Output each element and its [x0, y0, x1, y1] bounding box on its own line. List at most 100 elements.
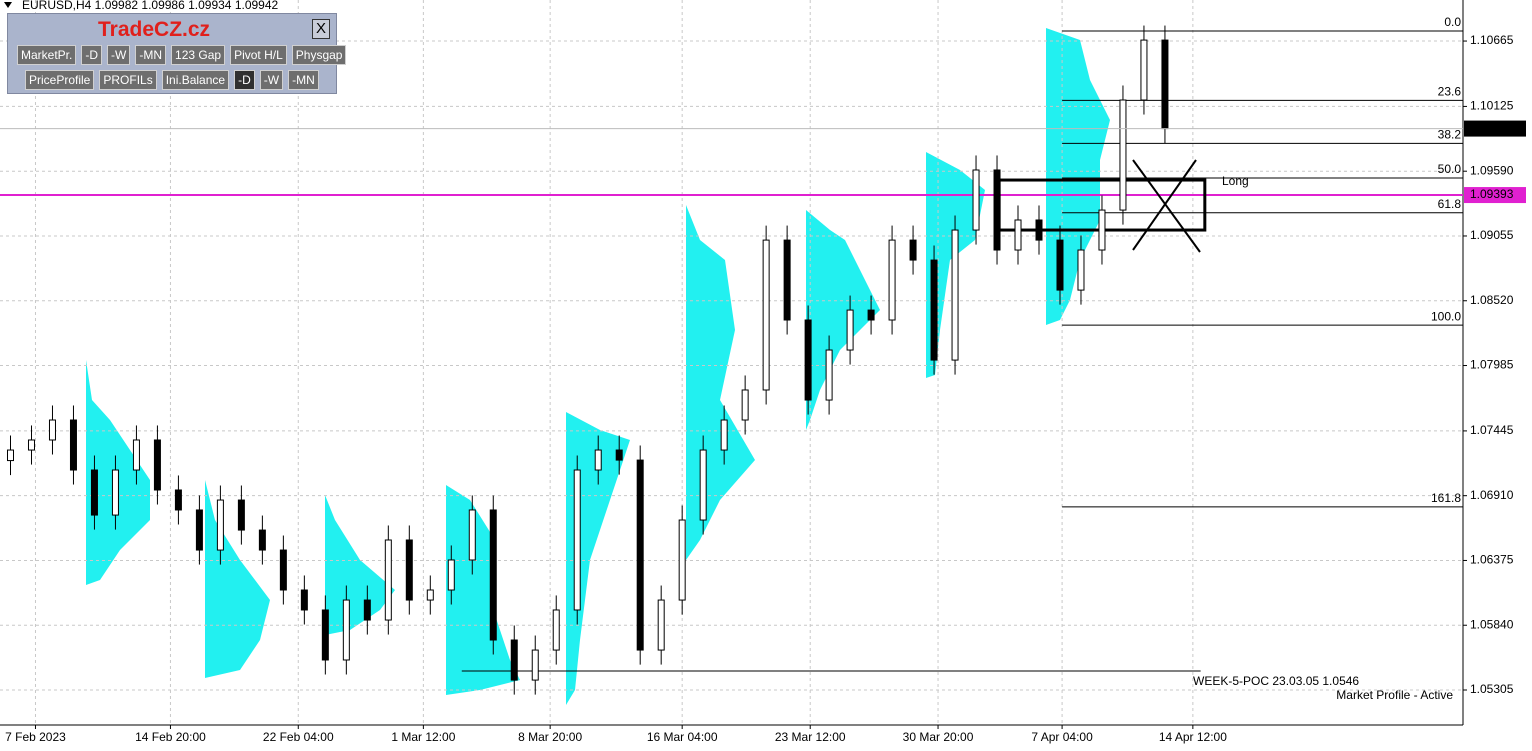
close-button[interactable]: X — [312, 19, 330, 39]
panel-button[interactable]: 123 Gap — [171, 45, 226, 65]
market-profile — [86, 28, 1110, 705]
x-tick-label: 7 Apr 04:00 — [1031, 730, 1093, 744]
candle-body — [1077, 249, 1085, 291]
x-tick-label: 30 Mar 20:00 — [903, 730, 974, 744]
candle-body — [531, 649, 539, 681]
candle-body — [552, 609, 560, 651]
candle-body — [342, 599, 350, 661]
candle-body — [636, 459, 644, 651]
y-tick-label: 1.09055 — [1470, 228, 1514, 242]
panel-button[interactable]: -W — [107, 45, 131, 65]
candle-body — [27, 439, 35, 451]
candle-body — [237, 499, 245, 531]
button-row: MarketPr. -D -W -MN 123 Gap Pivot H/L Physgap — [17, 45, 347, 65]
candle-body — [1056, 239, 1064, 291]
fib-label: 100.0 — [1431, 309, 1461, 323]
x-tick-label: 14 Feb 20:00 — [135, 730, 206, 744]
button-row: PriceProfile PROFILs Ini.Balance -D -W -MN — [25, 70, 319, 90]
candle-body — [657, 599, 665, 651]
price-tag — [1464, 120, 1526, 137]
candle-body — [1014, 219, 1022, 251]
price-tag — [1464, 187, 1526, 204]
level-label: Long — [1222, 174, 1249, 188]
y-tick-label: 1.06910 — [1470, 488, 1514, 502]
panel-button[interactable]: Physgap — [291, 45, 347, 65]
candle-body — [69, 419, 77, 471]
y-tick-label: 1.05305 — [1470, 682, 1514, 696]
x-tick-label: 14 Apr 12:00 — [1159, 730, 1227, 744]
panel-button[interactable]: -MN — [135, 45, 167, 65]
candle-body — [888, 239, 896, 321]
candle-body — [258, 529, 266, 551]
price-tag-label: 1.09393 — [1470, 187, 1514, 201]
candle-body — [279, 549, 287, 591]
x-tick-label: 7 Feb 2023 — [5, 730, 66, 744]
candle-body — [741, 389, 749, 421]
candle-body — [1140, 39, 1148, 101]
y-tick-label: 1.08520 — [1470, 293, 1514, 307]
candle-body — [6, 449, 14, 462]
panel-title: TradeCZ.cz — [98, 18, 211, 41]
candle-body — [867, 309, 875, 321]
y-tick-label: 1.06375 — [1470, 553, 1514, 567]
candle-body — [300, 589, 308, 611]
y-tick-label: 1.10125 — [1470, 99, 1514, 113]
y-tick-label: 1.09590 — [1470, 163, 1514, 177]
panel-button[interactable]: MarketPr. — [17, 45, 77, 65]
fib-label: 0.0 — [1444, 15, 1461, 29]
candle-body — [699, 449, 707, 521]
candle-body — [825, 349, 833, 401]
candle-body — [216, 499, 224, 551]
candle-body — [468, 509, 476, 561]
price-tag-label: 1.09942 — [1470, 121, 1514, 135]
candle-body — [720, 419, 728, 451]
x-tick-label: 1 Mar 12:00 — [391, 730, 455, 744]
candle-body — [363, 599, 371, 621]
panel-button[interactable]: PriceProfile — [25, 70, 95, 90]
candle-body — [384, 539, 392, 621]
panel-button[interactable]: Ini.Balance — [161, 70, 230, 90]
poc-label: WEEK-5-POC 23.03.05 1.0546 — [1193, 674, 1359, 688]
candle-body — [573, 469, 581, 611]
candle-body — [972, 169, 980, 231]
status-label: Market Profile - Active — [1336, 688, 1453, 702]
candle-body — [846, 309, 854, 351]
fib-label: 38.2 — [1438, 128, 1462, 142]
candle-body — [510, 639, 518, 681]
y-tick-label: 1.07985 — [1470, 358, 1514, 372]
x-tick-label: 22 Feb 04:00 — [263, 730, 334, 744]
candle-body — [48, 419, 56, 441]
fib-label: 50.0 — [1438, 162, 1462, 176]
candle-body — [615, 449, 623, 461]
indicator-panel: TradeCZ.cz X MarketPr. -D -W -MN 123 Gap Pivo… — [7, 13, 347, 94]
panel-button[interactable]: Pivot H/L — [230, 45, 287, 65]
candle-body — [321, 609, 329, 661]
y-tick-label: 1.05840 — [1470, 617, 1514, 631]
x-tick-label: 23 Mar 12:00 — [775, 730, 846, 744]
candle-body — [489, 509, 497, 641]
panel-button[interactable]: -D — [81, 45, 103, 65]
panel-button[interactable]: -W — [259, 70, 284, 90]
fib-label: 23.6 — [1438, 85, 1462, 99]
cross — [1132, 159, 1197, 251]
candle-body — [90, 469, 98, 516]
candle-body — [153, 439, 161, 491]
panel-button[interactable]: -MN — [288, 70, 319, 90]
chart-title: EURUSD,H4 1.09982 1.09986 1.09934 1.0994… — [22, 0, 279, 12]
candle-body — [1035, 219, 1043, 241]
candle-body — [111, 469, 119, 516]
candle-body — [447, 559, 455, 591]
candle-body — [174, 489, 182, 511]
panel-button[interactable]: -D — [234, 70, 255, 90]
candle-body — [930, 259, 938, 361]
menu-arrow — [4, 2, 12, 8]
candle-body — [132, 439, 140, 471]
cross — [1132, 159, 1201, 253]
fib-label: 61.8 — [1438, 197, 1462, 211]
panel-button[interactable]: PROFILs — [99, 70, 157, 90]
fib-label: 161.8 — [1431, 491, 1461, 505]
candle-body — [909, 239, 917, 261]
y-tick-label: 1.07445 — [1470, 423, 1514, 437]
